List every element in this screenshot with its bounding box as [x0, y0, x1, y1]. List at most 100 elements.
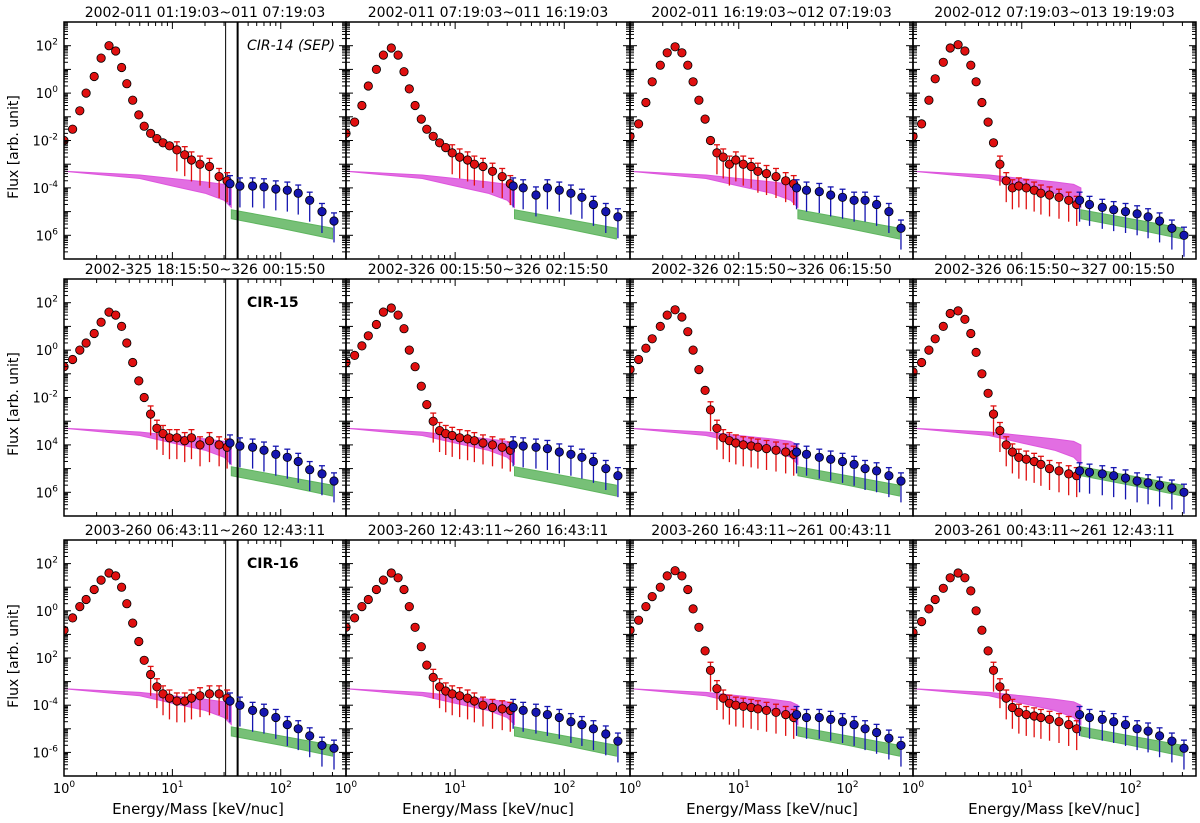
data-point-low-energy [146, 409, 156, 419]
data-point-low-energy [705, 665, 716, 675]
data-point-high-energy [1084, 199, 1095, 210]
data-point-low-energy [916, 616, 927, 627]
plot-area [630, 566, 906, 767]
data-point-high-energy [518, 705, 528, 716]
data-point-high-energy [791, 447, 802, 457]
data-point-low-energy [995, 159, 1005, 169]
data-point-low-energy [186, 155, 197, 165]
plot-area [64, 540, 339, 776]
data-point-low-energy [455, 433, 465, 443]
data-point-low-energy [924, 95, 934, 105]
data-point-low-energy [712, 148, 722, 158]
data-point-high-energy [554, 712, 564, 723]
data-point-low-energy [924, 345, 934, 355]
data-point-low-energy [662, 48, 672, 58]
data-point-high-energy [566, 449, 576, 459]
data-point-low-energy [447, 148, 457, 158]
data-point-low-energy [180, 150, 190, 160]
data-point-low-energy [700, 114, 710, 124]
data-point-high-energy [248, 705, 258, 716]
data-point-low-energy [977, 369, 987, 379]
plot-area [630, 305, 906, 503]
data-point-low-energy [724, 159, 735, 169]
data-point-low-energy [966, 60, 976, 70]
data-point-low-energy [655, 60, 665, 70]
data-point-low-energy [96, 53, 106, 63]
data-point-high-energy [826, 714, 836, 725]
data-point-low-energy [357, 341, 367, 351]
data-point-low-energy [1044, 714, 1055, 725]
data-point-high-energy [508, 702, 518, 713]
data-point-low-energy [677, 571, 687, 581]
data-point-low-energy [647, 77, 657, 87]
data-point-low-energy [349, 613, 360, 623]
data-point-high-energy [293, 456, 303, 467]
data-point-low-energy [753, 704, 763, 714]
data-point-high-energy [1109, 205, 1119, 215]
plot-area [64, 22, 339, 259]
data-point-low-energy [938, 57, 948, 67]
data-point-high-energy [1132, 476, 1142, 486]
data-point-low-energy [139, 121, 149, 131]
panel-title: 2003-260 16:43:11~261 00:43:11 [651, 523, 892, 539]
data-point-low-energy [718, 152, 728, 162]
data-point-high-energy [225, 696, 235, 706]
data-point-high-energy [871, 466, 882, 476]
data-point-low-energy [117, 321, 127, 331]
data-point-low-energy [781, 447, 791, 457]
panel-grid: 2002-011 01:19:03~011 07:19:03 102 100 10-2… [32, 5, 1197, 797]
panel-title: 2003-260 12:43:11~260 16:43:11 [368, 523, 609, 539]
band-low-energy [630, 688, 799, 726]
data-point-high-energy [860, 463, 870, 474]
data-point-low-energy [738, 440, 748, 450]
band-low-energy [913, 427, 1082, 466]
data-point-high-energy [259, 445, 269, 455]
plot-area [913, 306, 1189, 514]
data-point-low-energy [399, 67, 409, 77]
data-point-low-energy [1014, 707, 1024, 717]
data-point-low-energy [410, 100, 420, 111]
data-point-low-energy [146, 669, 156, 680]
x-tick-label: 100 [902, 780, 925, 797]
y-tick-label: 102 [36, 295, 58, 312]
x-tick-label: 100 [335, 780, 358, 797]
data-point-high-energy [1155, 480, 1165, 490]
x-tick-label: 102 [553, 780, 575, 797]
x-tick-label: 100 [53, 780, 76, 797]
data-point-low-energy [393, 50, 403, 60]
band-high-energy [230, 726, 333, 757]
data-point-low-energy [1021, 183, 1031, 193]
data-point-low-energy [1064, 469, 1074, 479]
data-point-low-energy [916, 357, 927, 368]
data-point-low-energy [428, 672, 438, 683]
data-point-low-energy [953, 40, 963, 50]
data-point-low-energy [441, 143, 451, 153]
data-point-low-energy [68, 354, 78, 365]
data-point-low-energy [938, 583, 948, 593]
data-point-low-energy [81, 88, 91, 98]
y-tick-label: 104 [36, 437, 59, 454]
data-point-high-energy [1167, 223, 1177, 233]
data-point-high-energy [601, 207, 611, 217]
data-point-low-energy [128, 95, 138, 105]
data-point-low-energy [1021, 709, 1031, 720]
y-tick-label: 10-4 [32, 697, 58, 714]
data-point-low-energy [633, 354, 644, 365]
data-point-low-energy [771, 707, 781, 717]
data-point-high-energy [849, 719, 859, 730]
y-tick-label: 102 [36, 650, 58, 667]
data-point-low-energy [966, 328, 976, 339]
data-point-low-energy [960, 46, 970, 56]
data-point-low-energy [416, 114, 426, 124]
data-point-high-energy [837, 717, 848, 727]
data-point-low-energy [117, 582, 127, 592]
data-point-low-energy [122, 599, 132, 609]
data-point-low-energy [630, 625, 635, 635]
data-point-low-energy [195, 159, 205, 169]
data-point-high-energy [508, 440, 518, 450]
data-point-high-energy [1075, 709, 1085, 720]
data-point-low-energy [469, 696, 479, 706]
data-point-high-energy [884, 733, 894, 743]
data-point-low-energy [677, 312, 687, 322]
band-high-energy [514, 466, 617, 497]
